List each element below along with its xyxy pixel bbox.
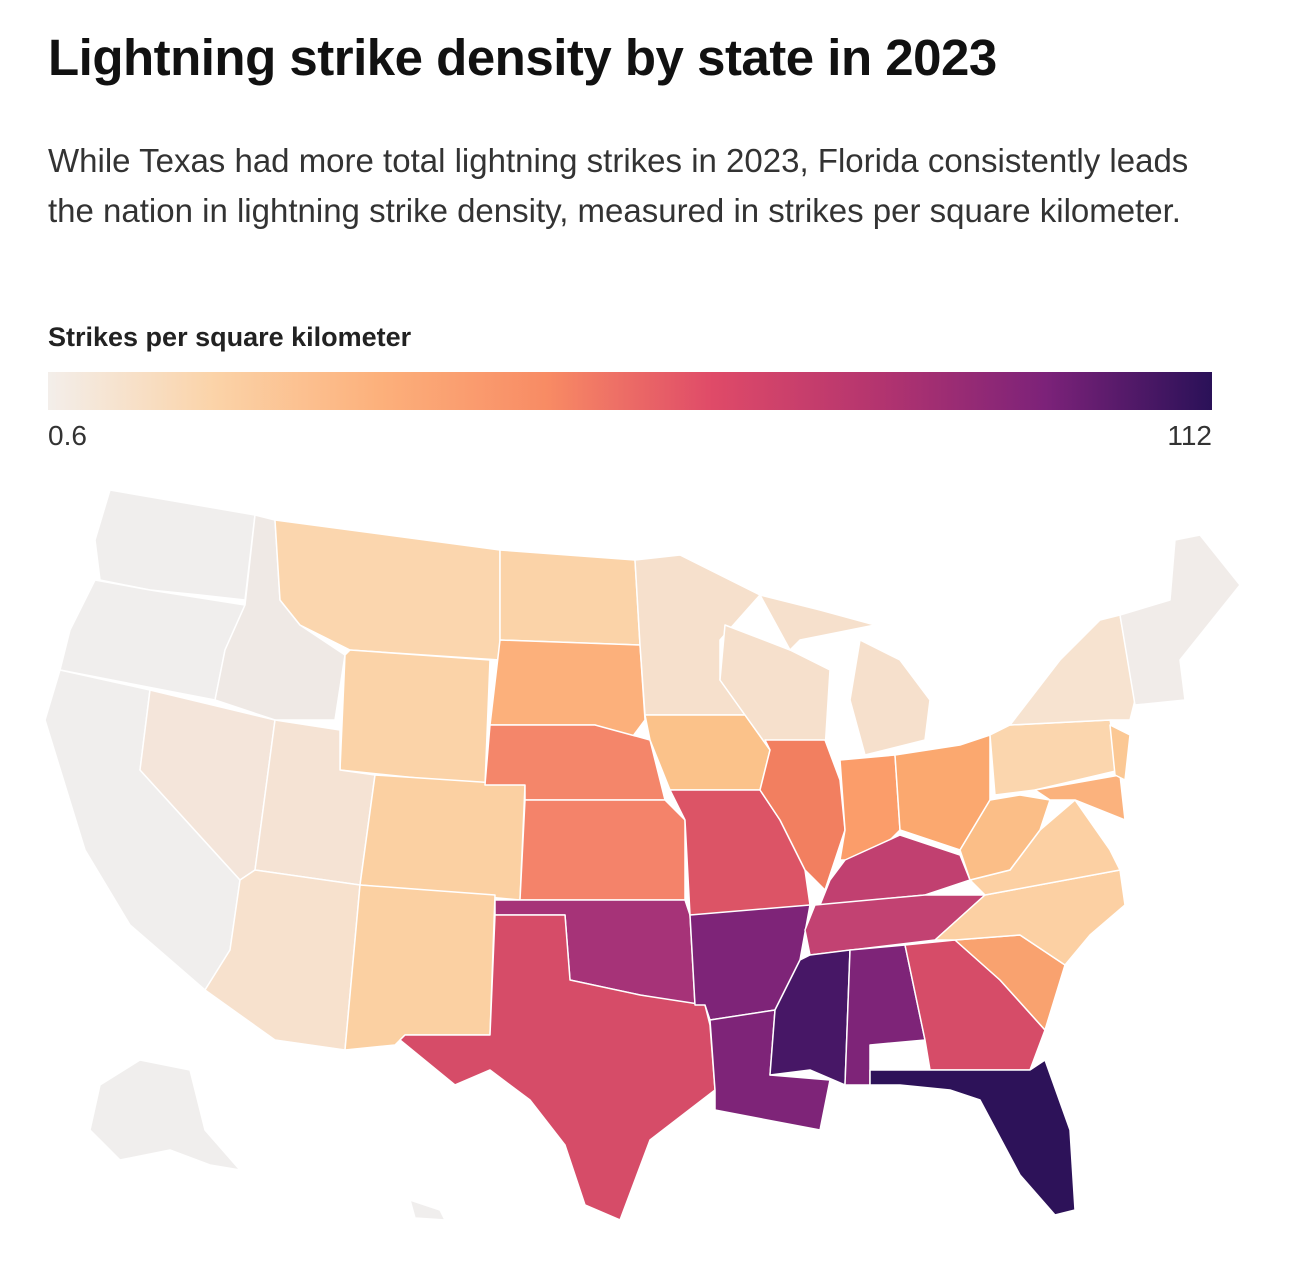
state [1009,614,1136,726]
state [89,1059,241,1171]
state [399,914,716,1221]
state [409,1199,446,1221]
state [869,1059,1076,1216]
legend-gradient [48,372,1212,410]
legend-min-label: 0.6 [48,420,87,451]
legend-max-label: 112 [1167,420,1212,451]
state [339,649,491,786]
state [359,774,526,901]
legend-title: Strikes per square kilometer [48,322,412,352]
state [1109,724,1131,781]
state [959,794,1051,881]
state [344,884,496,1051]
state [499,549,641,646]
state [94,489,256,601]
state [849,639,931,756]
state [1119,534,1241,706]
title: Lightning strike density by state in 202… [48,29,997,86]
state [759,739,846,891]
subtitle: While Texas had more total lightning str… [48,142,1189,229]
state [759,594,876,651]
state [519,799,686,901]
states [44,489,1241,1221]
state [644,714,771,791]
